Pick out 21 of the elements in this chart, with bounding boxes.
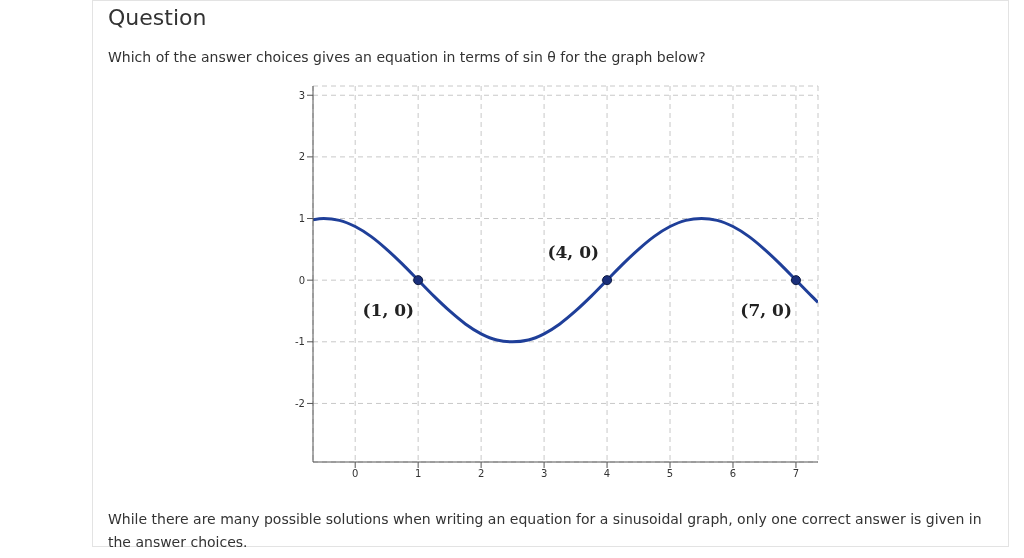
x-tick-label: 7 <box>792 468 800 480</box>
chart-subtitle: Which of the answer choices gives an equation in terms of sin θ for the graph below? <box>108 49 706 65</box>
x-tick-label: 3 <box>540 468 548 480</box>
x-tick-label: 5 <box>666 468 674 480</box>
y-tick-label: 0 <box>298 274 305 286</box>
y-tick-label: 2 <box>298 151 305 163</box>
annotation: (1, 0) <box>362 300 415 321</box>
text: While there are many possible solutions when writing an equation for a sinusoidal graph, only one correct answer is given in the answer choices. <box>108 510 983 552</box>
x-tick-label: 0 <box>352 468 359 480</box>
y-tick-label: 1 <box>298 213 305 225</box>
annotation: (7, 0) <box>740 300 792 321</box>
y-tick-label: -1 <box>295 336 305 348</box>
line-series <box>313 217 818 344</box>
x-tick-label: 4 <box>603 468 611 480</box>
x-tick-label: 2 <box>477 468 485 480</box>
chart-title: Question <box>108 5 207 30</box>
x-tick-label: 1 <box>414 468 422 480</box>
y-tick-label: 3 <box>298 89 305 101</box>
x-tick-label: 6 <box>729 468 737 480</box>
y-tick-label: -2 <box>295 397 305 409</box>
annotation: (4, 0) <box>547 242 600 263</box>
